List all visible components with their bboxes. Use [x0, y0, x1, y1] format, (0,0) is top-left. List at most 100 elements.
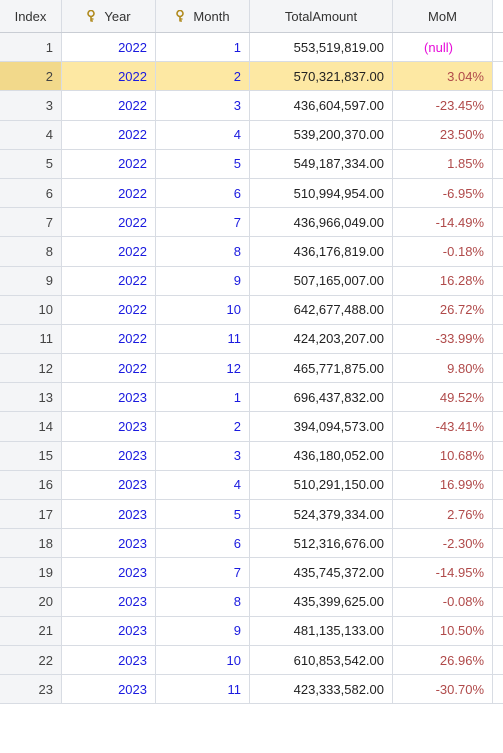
month-cell[interactable]: 11 — [156, 675, 250, 704]
month-cell[interactable]: 6 — [156, 178, 250, 208]
year-cell[interactable]: 2023 — [62, 616, 156, 645]
table-row[interactable]: 3 2022 3 436,604,597.00 -23.45% — [0, 91, 503, 121]
month-cell[interactable]: 4 — [156, 470, 250, 499]
year-cell[interactable]: 2022 — [62, 91, 156, 120]
year-cell[interactable]: 2023 — [62, 383, 156, 412]
year-cell[interactable]: 2023 — [62, 500, 156, 529]
year-cell[interactable]: 2023 — [62, 470, 156, 499]
table-row[interactable]: 2 2022 2 570,321,837.00 3.04% — [0, 62, 503, 92]
table-row[interactable]: 11 2022 11 424,203,207.00 -33.99% — [0, 324, 503, 355]
month-cell[interactable]: 3 — [156, 441, 250, 470]
table-row[interactable]: 14 2023 2 394,094,573.00 -43.41% — [0, 412, 503, 442]
column-header-total-amount[interactable]: TotalAmount — [250, 0, 393, 32]
total-amount-cell[interactable]: 436,180,052.00 — [250, 441, 393, 470]
mom-cell[interactable]: -0.18% — [393, 237, 493, 266]
month-cell[interactable]: 10 — [156, 645, 250, 675]
mom-cell[interactable]: 9.80% — [393, 354, 493, 383]
mom-cell[interactable]: 16.99% — [393, 470, 493, 499]
mom-cell[interactable]: -30.70% — [393, 675, 493, 704]
total-amount-cell[interactable]: 394,094,573.00 — [250, 412, 393, 441]
year-cell[interactable]: 2022 — [62, 324, 156, 354]
month-cell[interactable]: 9 — [156, 266, 250, 295]
year-cell[interactable]: 2022 — [62, 120, 156, 149]
total-amount-cell[interactable]: 570,321,837.00 — [250, 62, 393, 91]
total-amount-cell[interactable]: 465,771,875.00 — [250, 354, 393, 383]
year-cell[interactable]: 2023 — [62, 412, 156, 441]
table-row[interactable]: 10 2022 10 642,677,488.00 26.72% — [0, 295, 503, 325]
total-amount-cell[interactable]: 423,333,582.00 — [250, 675, 393, 704]
table-row[interactable]: 5 2022 5 549,187,334.00 1.85% — [0, 149, 503, 179]
table-row[interactable]: 6 2022 6 510,994,954.00 -6.95% — [0, 178, 503, 209]
mom-cell[interactable]: -23.45% — [393, 91, 493, 120]
mom-cell[interactable]: 2.76% — [393, 500, 493, 529]
year-cell[interactable]: 2023 — [62, 587, 156, 616]
mom-cell[interactable]: 26.72% — [393, 295, 493, 324]
month-cell[interactable]: 9 — [156, 616, 250, 645]
table-row[interactable]: 21 2023 9 481,135,133.00 10.50% — [0, 616, 503, 646]
total-amount-cell[interactable]: 424,203,207.00 — [250, 324, 393, 354]
year-cell[interactable]: 2022 — [62, 208, 156, 237]
table-row[interactable]: 15 2023 3 436,180,052.00 10.68% — [0, 441, 503, 471]
year-cell[interactable]: 2022 — [62, 33, 156, 62]
mom-cell[interactable]: -14.95% — [393, 558, 493, 587]
total-amount-cell[interactable]: 549,187,334.00 — [250, 149, 393, 178]
month-cell[interactable]: 8 — [156, 587, 250, 616]
table-row[interactable]: 13 2023 1 696,437,832.00 49.52% — [0, 383, 503, 413]
mom-cell[interactable]: (null) — [393, 33, 493, 62]
month-cell[interactable]: 6 — [156, 529, 250, 558]
mom-cell[interactable]: 16.28% — [393, 266, 493, 295]
mom-cell[interactable]: -2.30% — [393, 529, 493, 558]
table-row[interactable]: 7 2022 7 436,966,049.00 -14.49% — [0, 208, 503, 238]
total-amount-cell[interactable]: 524,379,334.00 — [250, 500, 393, 529]
table-row[interactable]: 18 2023 6 512,316,676.00 -2.30% — [0, 529, 503, 559]
month-cell[interactable]: 5 — [156, 500, 250, 529]
month-cell[interactable]: 11 — [156, 324, 250, 354]
total-amount-cell[interactable]: 435,399,625.00 — [250, 587, 393, 616]
mom-cell[interactable]: 10.68% — [393, 441, 493, 470]
year-cell[interactable]: 2022 — [62, 354, 156, 383]
mom-cell[interactable]: 3.04% — [393, 62, 493, 91]
month-cell[interactable]: 4 — [156, 120, 250, 149]
column-header-mom[interactable]: MoM — [393, 0, 493, 32]
mom-cell[interactable]: -33.99% — [393, 324, 493, 354]
total-amount-cell[interactable]: 510,291,150.00 — [250, 470, 393, 499]
mom-cell[interactable]: 26.96% — [393, 645, 493, 675]
table-row[interactable]: 9 2022 9 507,165,007.00 16.28% — [0, 266, 503, 296]
year-cell[interactable]: 2022 — [62, 178, 156, 208]
total-amount-cell[interactable]: 696,437,832.00 — [250, 383, 393, 412]
year-cell[interactable]: 2022 — [62, 266, 156, 295]
month-cell[interactable]: 12 — [156, 354, 250, 383]
mom-cell[interactable]: -0.08% — [393, 587, 493, 616]
month-cell[interactable]: 1 — [156, 33, 250, 62]
year-cell[interactable]: 2022 — [62, 237, 156, 266]
total-amount-cell[interactable]: 553,519,819.00 — [250, 33, 393, 62]
year-cell[interactable]: 2022 — [62, 295, 156, 324]
column-header-index[interactable]: Index — [0, 0, 62, 32]
mom-cell[interactable]: 23.50% — [393, 120, 493, 149]
year-cell[interactable]: 2023 — [62, 529, 156, 558]
mom-cell[interactable]: 10.50% — [393, 616, 493, 645]
month-cell[interactable]: 2 — [156, 62, 250, 91]
table-row[interactable]: 23 2023 11 423,333,582.00 -30.70% — [0, 675, 503, 705]
mom-cell[interactable]: 49.52% — [393, 383, 493, 412]
table-row[interactable]: 16 2023 4 510,291,150.00 16.99% — [0, 470, 503, 500]
mom-cell[interactable]: -14.49% — [393, 208, 493, 237]
total-amount-cell[interactable]: 436,966,049.00 — [250, 208, 393, 237]
table-row[interactable]: 19 2023 7 435,745,372.00 -14.95% — [0, 558, 503, 588]
result-grid[interactable]: Index Year Month — [0, 0, 503, 705]
month-cell[interactable]: 8 — [156, 237, 250, 266]
year-cell[interactable]: 2022 — [62, 149, 156, 178]
month-cell[interactable]: 2 — [156, 412, 250, 441]
year-cell[interactable]: 2023 — [62, 441, 156, 470]
month-cell[interactable]: 1 — [156, 383, 250, 412]
table-row[interactable]: 4 2022 4 539,200,370.00 23.50% — [0, 120, 503, 150]
table-row[interactable]: 12 2022 12 465,771,875.00 9.80% — [0, 354, 503, 384]
mom-cell[interactable]: -43.41% — [393, 412, 493, 441]
table-row[interactable]: 1 2022 1 553,519,819.00 (null) — [0, 33, 503, 63]
total-amount-cell[interactable]: 610,853,542.00 — [250, 645, 393, 675]
year-cell[interactable]: 2023 — [62, 558, 156, 587]
month-cell[interactable]: 5 — [156, 149, 250, 178]
month-cell[interactable]: 7 — [156, 208, 250, 237]
column-header-year[interactable]: Year — [62, 0, 156, 32]
column-header-month[interactable]: Month — [156, 0, 250, 32]
